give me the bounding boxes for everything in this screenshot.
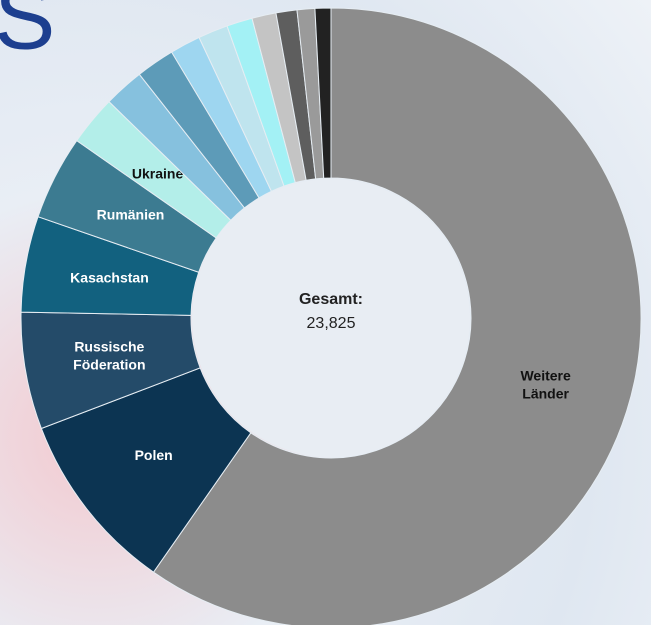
chart: S WeitereLänderPolenRussischeFöderationK… bbox=[0, 0, 651, 625]
segment-label: Polen bbox=[135, 447, 173, 463]
segment-label: Rumänien bbox=[97, 207, 165, 223]
page-heading: S bbox=[0, 0, 55, 68]
page: S WeitereLänderPolenRussischeFöderationK… bbox=[0, 0, 651, 625]
center-title: Gesamt: bbox=[299, 291, 363, 308]
segment-label: Kasachstan bbox=[70, 269, 149, 285]
center-total: 23,825 bbox=[307, 315, 356, 332]
segment-label: Ukraine bbox=[132, 165, 184, 181]
